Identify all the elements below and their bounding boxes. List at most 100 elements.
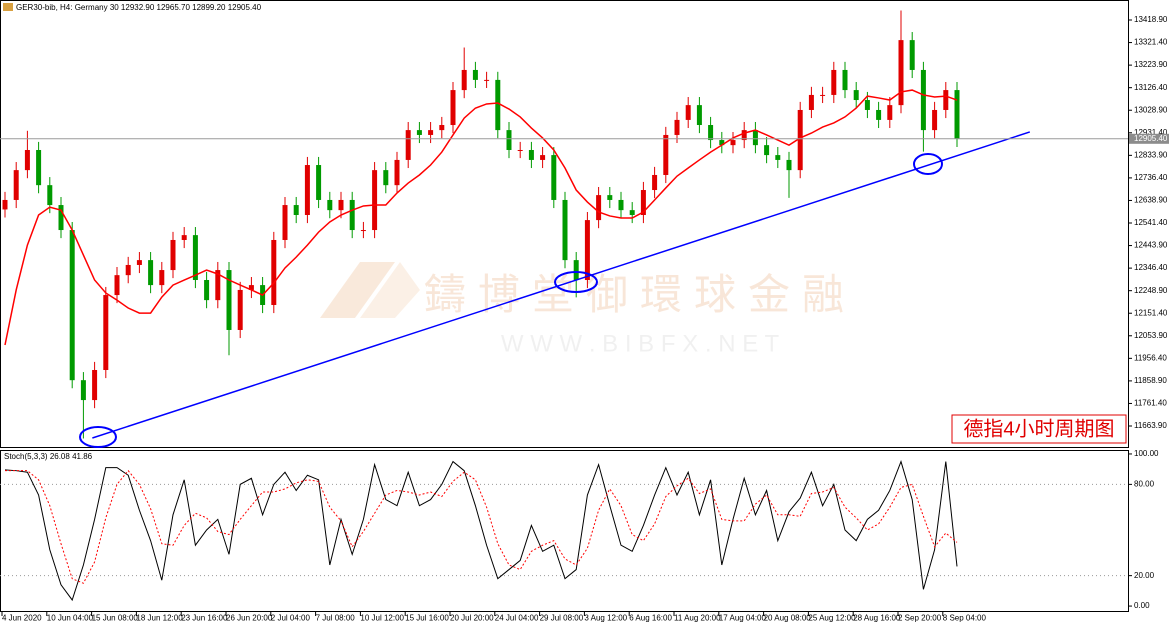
- x-tick-label: 2 Jul 04:00: [271, 614, 311, 623]
- candle-body: [103, 295, 109, 370]
- y-tick-label: 11663.90: [1134, 421, 1167, 430]
- candle-body: [887, 105, 893, 120]
- y-tick-label: 12443.90: [1134, 241, 1168, 250]
- candle-body: [372, 170, 378, 231]
- symbol-icon: [3, 3, 13, 11]
- indicator-name: Stoch(5,3,3): [4, 452, 48, 461]
- x-tick-label: 25 Aug 12:00: [808, 614, 856, 623]
- candle-body: [584, 220, 590, 281]
- x-tick-label: 20 Aug 08:00: [764, 614, 812, 623]
- annotation: 德指4小时周期图: [963, 417, 1114, 440]
- x-tick-label: 4 Jun 2020: [2, 614, 42, 623]
- x-tick-label: 29 Jul 08:00: [540, 614, 584, 623]
- candle-body: [719, 140, 725, 146]
- candle-body: [864, 100, 870, 110]
- candle-body: [652, 174, 658, 191]
- y-tick-label: 12151.40: [1134, 308, 1168, 317]
- candle-body: [573, 260, 579, 281]
- candle-body: [36, 149, 42, 186]
- y-tick-label: 20.00: [1134, 571, 1155, 580]
- y-tick-label: 11761.40: [1134, 399, 1167, 408]
- highlight-ellipse: [554, 271, 598, 293]
- candle-body: [943, 90, 949, 110]
- candle-body: [282, 205, 288, 240]
- x-tick-label: 11 Aug 20:00: [674, 614, 721, 623]
- watermark-logo: [360, 262, 420, 318]
- x-tick-label: 23 Jun 16:00: [181, 614, 228, 623]
- candle-body: [394, 159, 400, 186]
- y-tick-label: 12346.40: [1134, 263, 1168, 272]
- y-tick-label: 12541.40: [1134, 218, 1168, 227]
- candle-body: [764, 145, 770, 156]
- candle-body: [92, 369, 98, 401]
- x-tick-label: 20 Jul 20:00: [450, 614, 494, 623]
- candle-body: [248, 285, 254, 290]
- candle-body: [853, 90, 859, 101]
- candle-body: [428, 130, 434, 135]
- x-tick-label: 28 Aug 16:00: [853, 614, 901, 623]
- candle-body: [752, 130, 758, 146]
- candle-body: [663, 134, 669, 175]
- candle-body: [808, 94, 814, 110]
- x-tick-label: 2 Sep 20:00: [898, 614, 942, 623]
- x-tick-label: 18 Jun 12:00: [136, 614, 183, 623]
- y-tick-label: 12931.40: [1134, 128, 1168, 137]
- x-tick-label: 24 Jul 04:00: [495, 614, 539, 623]
- plot-layer: 13418.90 13321.40 13223.90 13126.40 13028.90…: [0, 10, 1169, 623]
- y-tick-label: 12053.90: [1134, 331, 1168, 340]
- y-tick-label: 13418.90: [1134, 15, 1168, 24]
- y-tick-label: 13223.90: [1134, 60, 1168, 69]
- watermark-logo: [320, 262, 395, 318]
- candle-body: [360, 230, 366, 232]
- candle-body: [271, 239, 277, 305]
- trendline: [92, 131, 1031, 439]
- indicator-line: [5, 469, 958, 584]
- candle-body: [685, 105, 691, 120]
- candle-body: [596, 195, 602, 221]
- candle-body: [495, 79, 501, 131]
- candle-body: [2, 199, 8, 210]
- current-price-label: 12905.40: [1134, 134, 1168, 143]
- candle-body: [204, 280, 210, 301]
- candle-body: [159, 270, 165, 286]
- candle-body: [820, 94, 826, 96]
- candle-body: [517, 149, 523, 151]
- candle-body: [932, 109, 938, 131]
- candle-body: [618, 199, 624, 211]
- candle-body: [461, 69, 467, 91]
- x-tick-label: 17 Aug 04:00: [719, 614, 767, 623]
- candle-body: [506, 130, 512, 150]
- candle-body: [170, 239, 176, 271]
- x-tick-label: 7 Jul 08:00: [316, 614, 356, 623]
- y-tick-label: 11858.90: [1134, 376, 1167, 385]
- x-tick-label: 15 Jun 08:00: [92, 614, 139, 623]
- candle-body: [416, 130, 422, 135]
- candle-body: [349, 199, 355, 231]
- candle-body: [551, 155, 557, 200]
- indicator-line: [4, 460, 958, 602]
- y-tick-label: 80.00: [1134, 479, 1155, 488]
- candle-body: [562, 199, 568, 261]
- watermark-url: W W W . B I B F X . N E T: [501, 330, 780, 357]
- y-tick-label: 13126.40: [1134, 83, 1168, 92]
- candle-body: [439, 125, 445, 131]
- y-tick-label: 11956.40: [1134, 353, 1167, 362]
- candle-body: [708, 125, 714, 141]
- candle-body: [383, 170, 389, 186]
- stoch-panel: [0, 450, 1129, 612]
- candle-body: [472, 69, 478, 80]
- y-tick-label: 13028.90: [1134, 105, 1168, 114]
- y-tick-label: 0.00: [1134, 601, 1150, 610]
- candle-body: [831, 69, 837, 95]
- candle-body: [327, 199, 333, 211]
- indicator-k: 26.08: [50, 452, 71, 461]
- x-tick-label: 3 Aug 12:00: [584, 614, 627, 623]
- candle-body: [640, 190, 646, 216]
- candle-body: [741, 130, 747, 141]
- candle-body: [629, 210, 635, 216]
- candle-body: [876, 109, 882, 120]
- candle-body: [24, 149, 30, 171]
- candle-body: [540, 155, 546, 160]
